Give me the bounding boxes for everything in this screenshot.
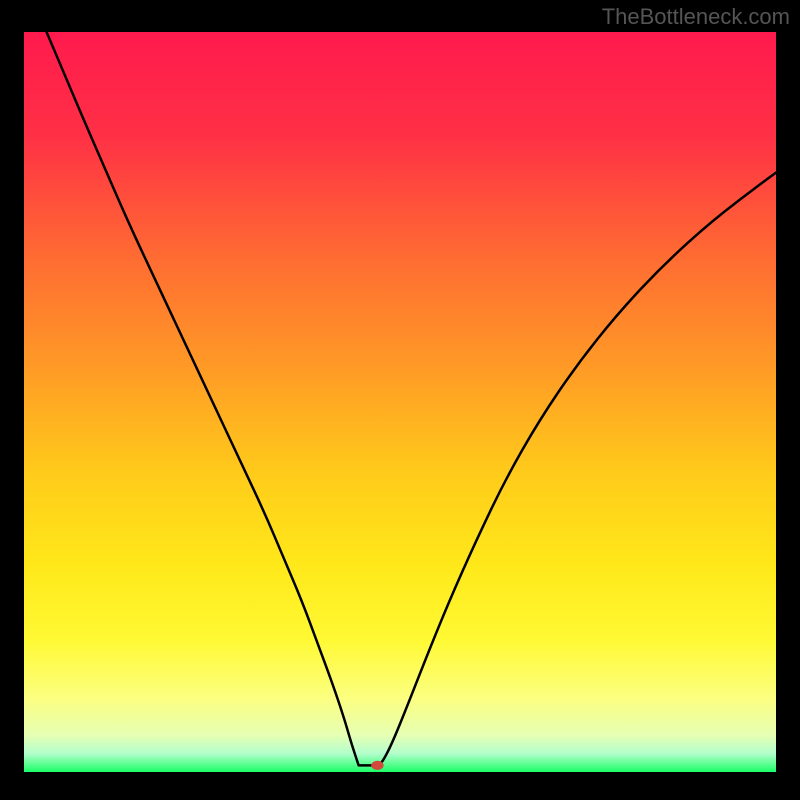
bottleneck-chart (0, 0, 800, 800)
gradient-background (24, 32, 776, 772)
watermark-text: TheBottleneck.com (602, 4, 790, 30)
optimum-marker (371, 761, 383, 770)
chart-frame: { "watermark": "TheBottleneck.com", "cha… (0, 0, 800, 800)
